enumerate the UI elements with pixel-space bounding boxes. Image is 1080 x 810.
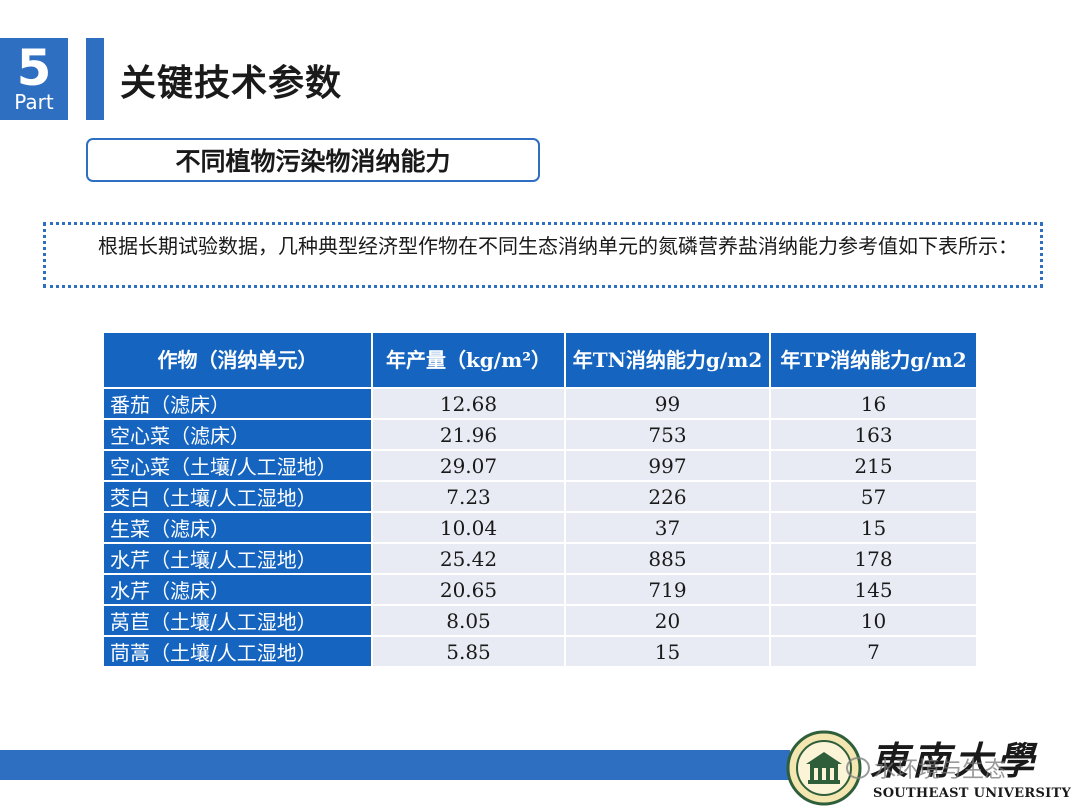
cell-tp: 16 <box>770 387 976 419</box>
cell-tn: 719 <box>565 573 771 605</box>
cell-tp: 57 <box>770 480 976 512</box>
cell-yield: 8.05 <box>372 604 566 636</box>
watermark: 水环境与生态 <box>846 752 1006 784</box>
header-crop: 作物（消纳单元） <box>104 333 373 388</box>
cell-tp: 215 <box>770 449 976 481</box>
cell-crop: 莴苣（土壤/人工湿地） <box>104 604 373 636</box>
cell-tp: 10 <box>770 604 976 636</box>
table-row: 茼蒿（土壤/人工湿地） 5.85 15 7 <box>104 635 976 666</box>
wechat-icon <box>846 757 870 779</box>
part-label: Part <box>14 90 54 114</box>
table-row: 空心菜（滤床） 21.96 753 163 <box>104 418 976 450</box>
cell-tp: 145 <box>770 573 976 605</box>
table-header-row: 作物（消纳单元） 年产量（kg/m²） 年TN消纳能力g/m2 年TP消纳能力g… <box>104 333 976 388</box>
table-row: 水芹（滤床） 20.65 719 145 <box>104 573 976 605</box>
section-title-text: 不同植物污染物消纳能力 <box>175 147 451 176</box>
cell-tn: 226 <box>565 480 771 512</box>
cell-yield: 25.42 <box>372 542 566 574</box>
cell-crop: 番茄（滤床） <box>104 387 373 419</box>
cell-yield: 10.04 <box>372 511 566 543</box>
part-number: 5 <box>16 39 52 97</box>
intro-box: 根据长期试验数据，几种典型经济型作物在不同生态消纳单元的氮磷营养盐消纳能力参考值… <box>43 222 1043 288</box>
cell-yield: 5.85 <box>372 635 566 666</box>
table-row: 茭白（土壤/人工湿地） 7.23 226 57 <box>104 480 976 512</box>
university-name-en: SOUTHEAST UNIVERSITY <box>873 786 1072 801</box>
cell-tn: 37 <box>565 511 771 543</box>
cell-crop: 空心菜（土壤/人工湿地） <box>104 449 373 481</box>
cell-yield: 20.65 <box>372 573 566 605</box>
cell-crop: 空心菜（滤床） <box>104 418 373 450</box>
section-title: 不同植物污染物消纳能力 <box>86 138 540 182</box>
cell-crop: 水芹（土壤/人工湿地） <box>104 542 373 574</box>
cell-tn: 20 <box>565 604 771 636</box>
table-row: 生菜（滤床） 10.04 37 15 <box>104 511 976 543</box>
cell-yield: 21.96 <box>372 418 566 450</box>
cell-tn: 99 <box>565 387 771 419</box>
cell-tn: 885 <box>565 542 771 574</box>
cell-crop: 生菜（滤床） <box>104 511 373 543</box>
table-row: 空心菜（土壤/人工湿地） 29.07 997 215 <box>104 449 976 481</box>
cell-tp: 163 <box>770 418 976 450</box>
cell-tn: 15 <box>565 635 771 666</box>
university-name-cn: 東南大學 <box>870 738 1039 783</box>
header-tp: 年TP消纳能力g/m2 <box>770 333 976 388</box>
table-row: 番茄（滤床） 12.68 99 16 <box>104 387 976 419</box>
cell-crop: 水芹（滤床） <box>104 573 373 605</box>
footer-stripe <box>0 750 790 780</box>
cell-crop: 茼蒿（土壤/人工湿地） <box>104 635 373 666</box>
cell-tp: 7 <box>770 635 976 666</box>
cell-tp: 15 <box>770 511 976 543</box>
cell-yield: 12.68 <box>372 387 566 419</box>
table-row: 莴苣（土壤/人工湿地） 8.05 20 10 <box>104 604 976 636</box>
intro-text: 根据长期试验数据，几种典型经济型作物在不同生态消纳单元的氮磷营养盐消纳能力参考值… <box>98 234 1018 258</box>
cell-yield: 7.23 <box>372 480 566 512</box>
watermark-text: 水环境与生态 <box>874 758 1007 783</box>
header-tn: 年TN消纳能力g/m2 <box>565 333 771 388</box>
page-title: 关键技术参数 <box>120 63 343 104</box>
cell-tn: 997 <box>565 449 771 481</box>
cell-crop: 茭白（土壤/人工湿地） <box>104 480 373 512</box>
header-yield: 年产量（kg/m²） <box>372 333 566 388</box>
table-row: 水芹（土壤/人工湿地） 25.42 885 178 <box>104 542 976 574</box>
cell-yield: 29.07 <box>372 449 566 481</box>
part-badge: 5 Part <box>0 38 68 120</box>
absorption-table: 作物（消纳单元） 年产量（kg/m²） 年TN消纳能力g/m2 年TP消纳能力g… <box>104 333 976 666</box>
cell-tn: 753 <box>565 418 771 450</box>
cell-tp: 178 <box>770 542 976 574</box>
title-accent-bar <box>86 38 104 120</box>
